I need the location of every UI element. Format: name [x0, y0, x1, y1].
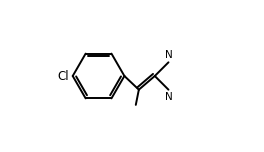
- Text: Cl: Cl: [57, 69, 69, 83]
- Text: N: N: [165, 50, 173, 60]
- Text: N: N: [165, 92, 173, 102]
